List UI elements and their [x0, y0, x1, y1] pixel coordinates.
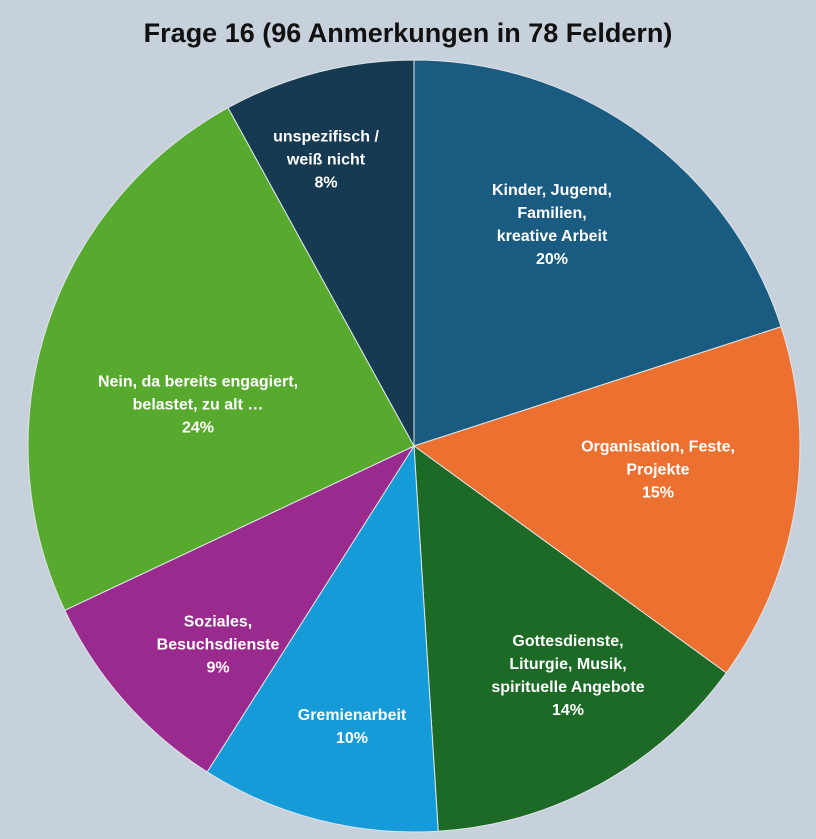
- pie-slice: [412, 326, 801, 674]
- pie-slice: [64, 444, 416, 773]
- pie-slice: [206, 444, 439, 833]
- pie-slice: [227, 59, 415, 447]
- chart-title: Frage 16 (96 Anmerkungen in 78 Feldern): [143, 18, 673, 48]
- pie-slice: [413, 444, 727, 832]
- pie-slice: [27, 107, 415, 612]
- pie-slice: [413, 59, 782, 447]
